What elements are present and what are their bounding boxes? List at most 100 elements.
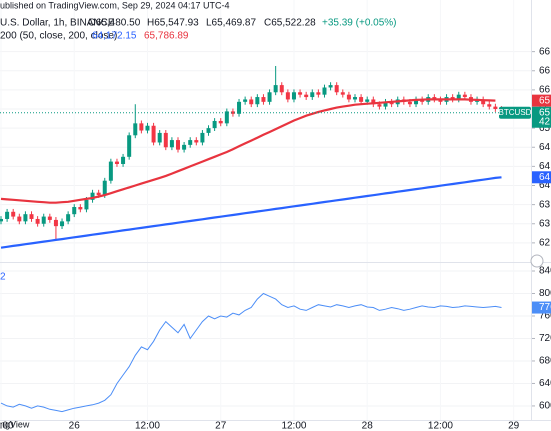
candle-body (78, 207, 83, 210)
candle-body (29, 214, 34, 219)
candle-body (212, 120, 217, 129)
y-tick-label: 66,800.00 (539, 46, 551, 57)
indicator-tag-label: 776 (539, 302, 551, 313)
candle-body (157, 132, 162, 143)
candle-body (237, 101, 242, 114)
candle-body (11, 211, 16, 217)
candle-body (127, 135, 132, 157)
y-tick-label: 640 (539, 378, 551, 389)
candle-body (108, 161, 113, 181)
candle-body (377, 104, 382, 107)
candle-body (279, 85, 284, 93)
candle-body (218, 120, 223, 124)
candle-body (72, 207, 77, 215)
candle-body (60, 221, 65, 227)
candle-body (224, 111, 229, 124)
tags-layer: 64,172.15 65,786.89 BTCUSD 65,522.2842 776 (499, 94, 551, 314)
candle-body (200, 132, 205, 143)
candle-body (66, 214, 71, 222)
indicator-tag (532, 301, 551, 314)
indicator-pane-title: 2 (0, 272, 6, 283)
x-tick-label: 12:00 (0, 421, 14, 431)
candle-body (169, 140, 174, 148)
candle-body (493, 106, 498, 110)
candle-body (90, 192, 95, 200)
ma50-legend-value: 65,786.89 (144, 31, 189, 42)
candle-body (206, 128, 211, 133)
settings-icon[interactable] (530, 254, 544, 268)
candle-body (133, 123, 138, 136)
symbol-tag (499, 106, 531, 119)
candle-body (481, 99, 486, 105)
candle-body (383, 101, 388, 107)
candle-body (285, 92, 290, 100)
indicator-title: 200 (50, close, 200, close) (0, 31, 117, 42)
ohlc-change: +35.39 (+0.05%) (322, 18, 397, 29)
candle-body (261, 97, 266, 102)
ma-price-tag (532, 171, 551, 184)
candle-body (346, 94, 351, 100)
y-tick-label: 62,800.00 (539, 238, 551, 249)
candle-body (139, 123, 144, 131)
x-tick-label: 12:00 (135, 421, 160, 431)
candle-body (41, 216, 46, 224)
y-tick-label: 63,600.00 (539, 199, 551, 210)
y-tick-label: 720 (539, 333, 551, 344)
y-tick-label: 600 (539, 401, 551, 412)
candle-body (243, 99, 248, 102)
y-tick-label: 680 (539, 356, 551, 367)
ma-price-tag (532, 94, 551, 107)
indicator-line (0, 292, 502, 413)
candle-body (188, 140, 193, 145)
y-tick-label: 840 (539, 266, 551, 277)
ma200-legend-value: 64,172.15 (92, 31, 137, 42)
candle-body (114, 161, 119, 164)
x-tick-label: 12:00 (281, 421, 306, 431)
y-tick-label: 64,800.00 (539, 142, 551, 153)
moving-average-line (0, 98, 496, 204)
candle-body (450, 97, 455, 100)
candle-body (255, 97, 260, 105)
candle-body (163, 132, 168, 148)
candle-body (310, 92, 315, 98)
last-price-tag-label: 65,522.28 (539, 107, 551, 118)
candle-body (121, 156, 126, 164)
chart-title: U.S. Dollar, 1h, BINANCE (0, 18, 115, 29)
ma-price-tag-label: 64,172.15 (539, 172, 551, 183)
candle-body (273, 85, 278, 93)
candle-body (84, 199, 89, 210)
candle-body (462, 94, 467, 98)
candle-body (359, 97, 364, 102)
countdown-label: 42 (539, 116, 551, 127)
candle-body (487, 104, 492, 107)
candle-body (176, 140, 180, 150)
moving-average-line (0, 176, 502, 249)
candle-body (365, 99, 370, 102)
candle-body (316, 92, 321, 95)
y-tick-label: 65,200.00 (539, 123, 551, 134)
candle-body (249, 99, 254, 105)
candle-body (322, 87, 327, 95)
symbol-tag-label: BTCUSD (499, 108, 532, 117)
last-price-tag (532, 106, 551, 128)
candle-body (102, 180, 107, 196)
candle-body (328, 85, 333, 88)
candle-body (438, 99, 443, 102)
logo: ingView (0, 419, 30, 429)
candle-body (304, 94, 309, 98)
x-tick-label: 27 (215, 421, 227, 431)
candle-body (291, 92, 296, 100)
candle-body (432, 97, 437, 100)
ohlc-high: H65,547.93 (147, 18, 199, 29)
ohlc-low: L65,469.87 (206, 18, 256, 29)
candle-body (145, 125, 150, 131)
candle-body (456, 94, 461, 100)
y-tick-label: 64,400.00 (539, 161, 551, 172)
candle-body (230, 111, 235, 114)
candle-body (151, 125, 156, 143)
candle-body (17, 216, 22, 222)
candle-body (0, 218, 3, 222)
